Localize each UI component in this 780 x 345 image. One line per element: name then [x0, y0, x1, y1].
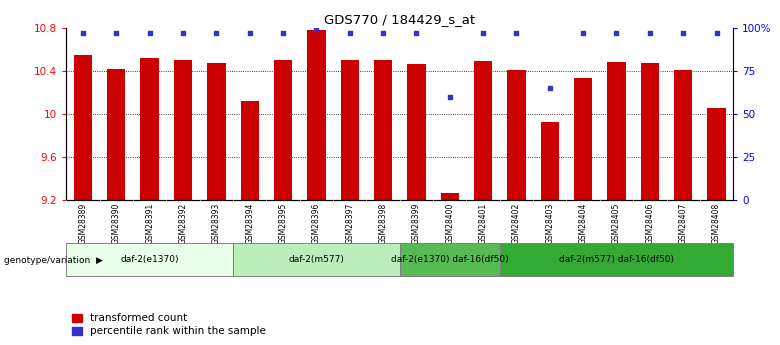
- Bar: [674, 70, 693, 200]
- Point: [210, 30, 222, 36]
- Point: [76, 30, 89, 36]
- Point: [277, 30, 289, 36]
- Bar: [541, 122, 559, 200]
- Point: [377, 30, 389, 36]
- Point: [177, 30, 190, 36]
- Bar: [341, 60, 359, 200]
- Point: [644, 30, 656, 36]
- Text: genotype/variation  ▶: genotype/variation ▶: [4, 256, 103, 265]
- Bar: [74, 55, 92, 200]
- Text: GSM28404: GSM28404: [579, 202, 587, 244]
- Text: GSM28400: GSM28400: [445, 202, 454, 244]
- Bar: [374, 60, 392, 200]
- Text: GSM28394: GSM28394: [245, 202, 254, 244]
- Text: GSM28403: GSM28403: [545, 202, 555, 244]
- Text: GSM28391: GSM28391: [145, 202, 154, 244]
- Bar: [174, 60, 192, 200]
- Text: GSM28407: GSM28407: [679, 202, 688, 244]
- Text: GSM28402: GSM28402: [512, 202, 521, 244]
- Text: GSM28395: GSM28395: [278, 202, 288, 244]
- Bar: [66, 243, 233, 276]
- Bar: [574, 78, 592, 200]
- Text: GSM28392: GSM28392: [179, 202, 187, 244]
- Bar: [233, 243, 399, 276]
- Bar: [240, 101, 259, 200]
- Text: GSM28398: GSM28398: [378, 202, 388, 244]
- Legend: transformed count, percentile rank within the sample: transformed count, percentile rank withi…: [72, 313, 266, 336]
- Text: GSM28389: GSM28389: [79, 202, 87, 244]
- Text: daf-2(m577): daf-2(m577): [289, 255, 344, 264]
- Text: GSM28408: GSM28408: [712, 202, 721, 244]
- Point: [144, 30, 156, 36]
- Text: GSM28399: GSM28399: [412, 202, 421, 244]
- Bar: [274, 60, 292, 200]
- Text: GSM28406: GSM28406: [645, 202, 654, 244]
- Point: [510, 30, 523, 36]
- Bar: [441, 193, 459, 200]
- Point: [711, 30, 723, 36]
- Text: GSM28390: GSM28390: [112, 202, 121, 244]
- Bar: [640, 63, 659, 200]
- Text: daf-2(e1370) daf-16(df50): daf-2(e1370) daf-16(df50): [391, 255, 509, 264]
- Bar: [307, 30, 325, 200]
- Point: [610, 30, 622, 36]
- Bar: [474, 61, 492, 200]
- Point: [677, 30, 690, 36]
- Bar: [407, 64, 426, 200]
- Bar: [140, 58, 159, 200]
- Text: GSM28393: GSM28393: [212, 202, 221, 244]
- Title: GDS770 / 184429_s_at: GDS770 / 184429_s_at: [324, 13, 475, 27]
- Text: daf-2(m577) daf-16(df50): daf-2(m577) daf-16(df50): [559, 255, 674, 264]
- Bar: [500, 243, 733, 276]
- Bar: [507, 70, 526, 200]
- Text: GSM28401: GSM28401: [479, 202, 488, 244]
- Point: [444, 94, 456, 99]
- Point: [544, 85, 556, 91]
- Point: [477, 30, 489, 36]
- Bar: [399, 243, 500, 276]
- Text: GSM28397: GSM28397: [346, 202, 354, 244]
- Point: [110, 30, 122, 36]
- Bar: [107, 69, 126, 200]
- Text: GSM28396: GSM28396: [312, 202, 321, 244]
- Bar: [608, 62, 626, 200]
- Point: [343, 30, 356, 36]
- Text: GSM28405: GSM28405: [612, 202, 621, 244]
- Bar: [207, 63, 225, 200]
- Point: [243, 30, 256, 36]
- Point: [410, 30, 423, 36]
- Text: daf-2(e1370): daf-2(e1370): [120, 255, 179, 264]
- Bar: [707, 108, 725, 200]
- Point: [310, 27, 323, 32]
- Point: [577, 30, 590, 36]
